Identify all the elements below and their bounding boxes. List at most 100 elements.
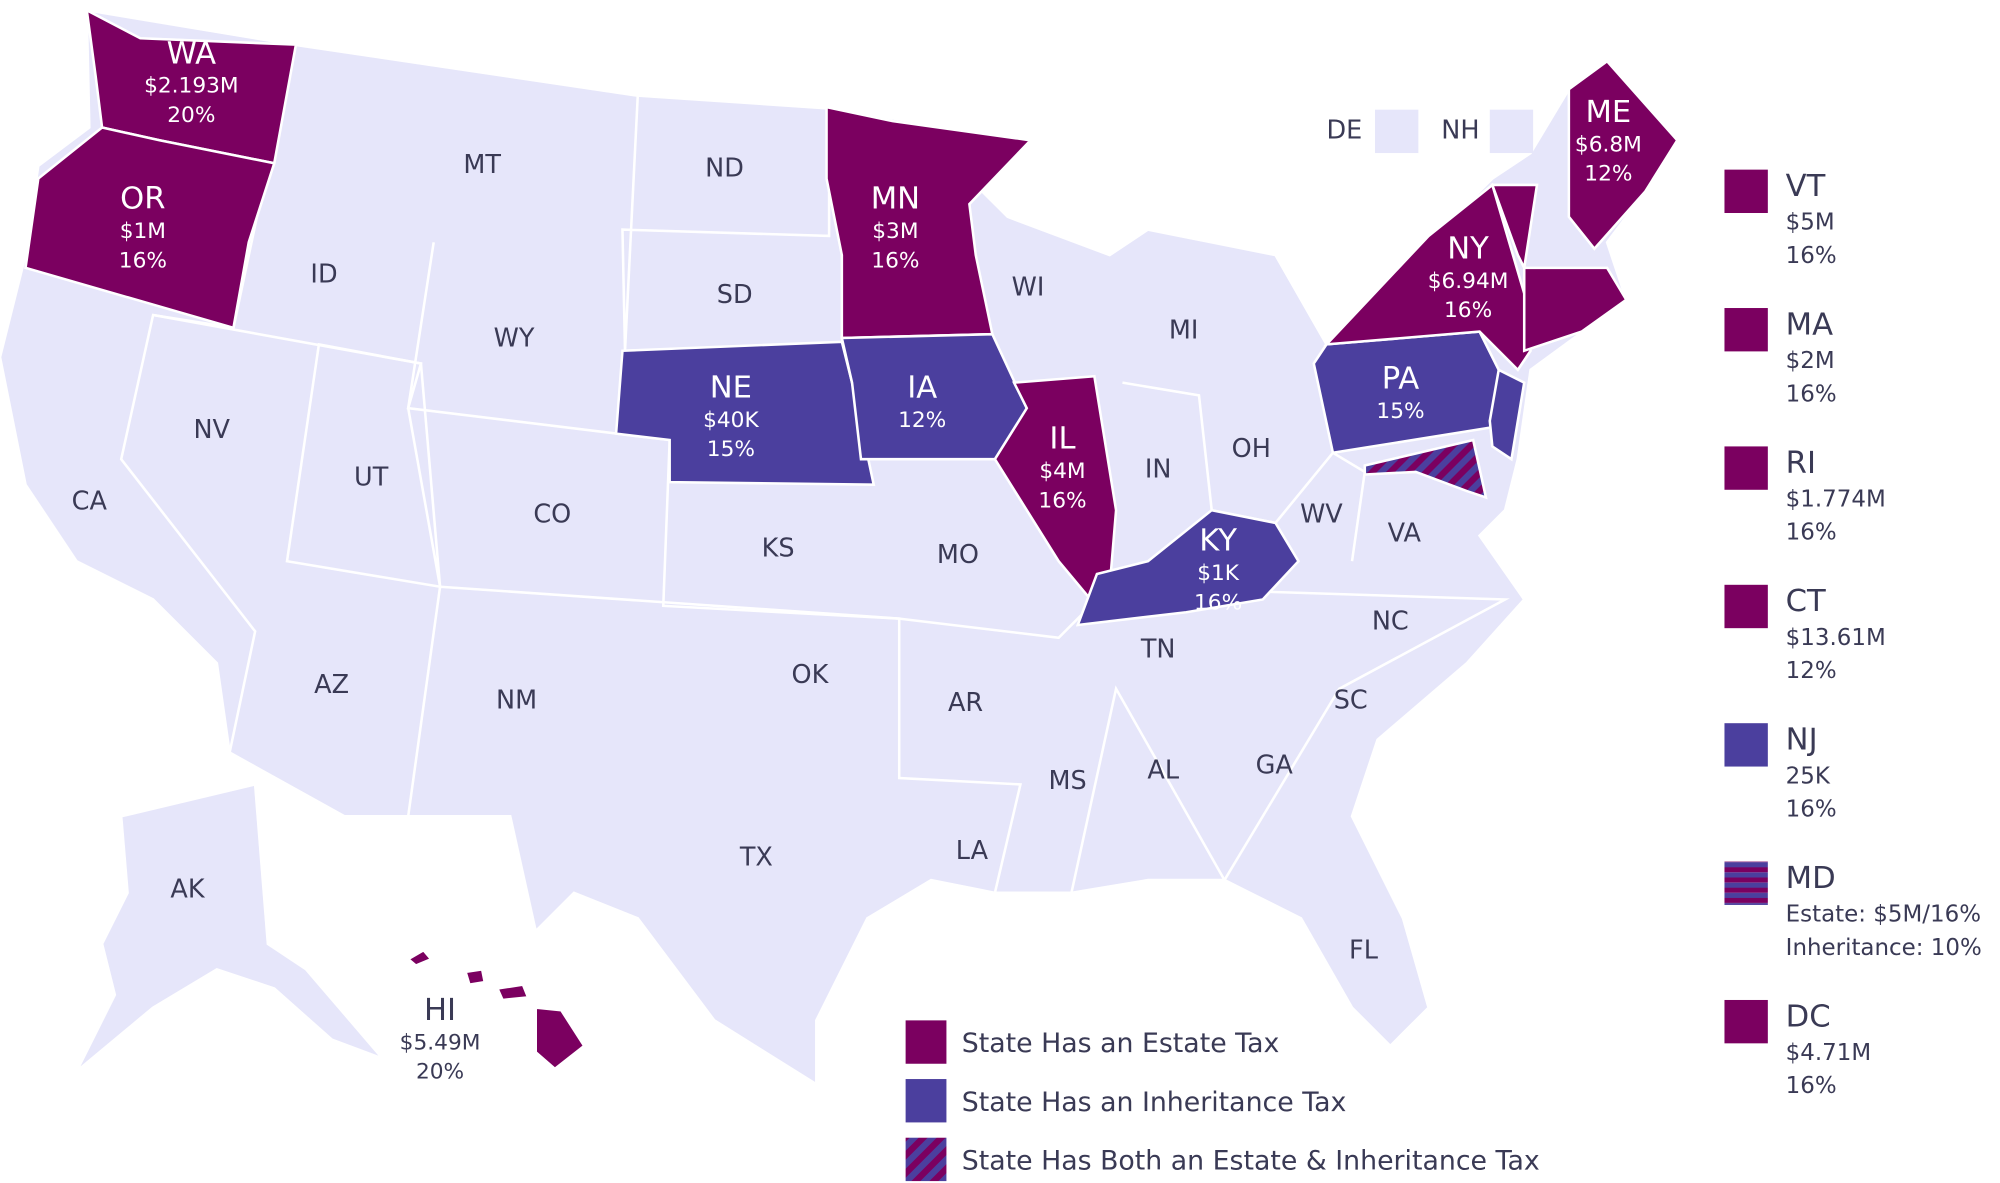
state-abbr: NE <box>710 371 752 406</box>
state-shape <box>534 1006 586 1071</box>
side-detail: $5M <box>1786 210 1835 236</box>
state-abbr: AZ <box>314 670 349 700</box>
side-detail: $2M <box>1786 348 1835 374</box>
state-detail: 15% <box>1376 399 1424 424</box>
state-abbr: IL <box>1049 422 1075 457</box>
land <box>0 8 1679 1087</box>
state-shapes <box>24 7 1679 1071</box>
state-detail: $5.49M <box>400 1030 481 1055</box>
state-abbr: CO <box>533 499 571 529</box>
side-detail: 16% <box>1786 1073 1837 1099</box>
state-shape <box>463 967 487 987</box>
state-abbr: LA <box>956 836 989 866</box>
legend-swatch <box>1724 308 1768 352</box>
state-abbr: AL <box>1147 756 1179 786</box>
state-abbr: OR <box>120 182 165 217</box>
state-shape <box>1488 367 1526 462</box>
state-abbr: MS <box>1048 766 1086 796</box>
state-borders <box>152 313 1022 894</box>
legend-swatch <box>905 1137 947 1182</box>
state-abbr: GA <box>1256 751 1294 781</box>
state-detail: $3M <box>872 219 918 244</box>
state-abbr: NV <box>193 415 230 445</box>
state-labels: MT ND ID SD WY WI MI NV UT CO CA KS MO IN OH WV VA NC TN AZ… <box>72 36 1642 1084</box>
state-detail: 15% <box>707 437 755 462</box>
legend-swatch <box>905 1079 947 1123</box>
state-detail: 12% <box>1584 162 1632 187</box>
state-shape <box>24 126 276 330</box>
state-abbr: FL <box>1349 936 1379 966</box>
state-abbr: IA <box>907 371 937 406</box>
state-abbr: TX <box>739 842 773 872</box>
side-abbr: VT <box>1786 169 1826 204</box>
state-detail: 16% <box>1194 590 1242 615</box>
state-abbr: NM <box>496 686 537 716</box>
state-detail: $4M <box>1039 459 1085 484</box>
state-detail: 16% <box>1444 298 1492 323</box>
state-abbr: SD <box>717 280 753 310</box>
state-detail: 12% <box>898 408 946 433</box>
side-abbr: NJ <box>1786 723 1818 758</box>
state-abbr: KS <box>762 534 795 564</box>
state-abbr: MT <box>463 150 501 180</box>
state-abbr: WI <box>1012 272 1045 302</box>
state-abbr: TN <box>1140 634 1176 664</box>
unshaded-small-states: DE NH <box>1327 109 1534 154</box>
state-shape <box>825 105 1034 340</box>
state-detail: $2.193M <box>144 74 239 99</box>
state-shape <box>1363 438 1488 500</box>
state-abbr: PA <box>1382 362 1420 397</box>
state-borders <box>285 242 442 817</box>
state-shape <box>495 983 530 1002</box>
side-detail: $13.61M <box>1786 625 1886 651</box>
state-shape <box>1567 59 1679 251</box>
legend-swatch <box>1724 169 1768 214</box>
state-abbr: OH <box>1232 434 1271 464</box>
state-abbr: NC <box>1372 606 1409 636</box>
legend-swatch <box>1724 861 1768 905</box>
state-detail: $40K <box>703 408 759 433</box>
state-abbr: AR <box>948 688 983 718</box>
contiguous-us <box>0 8 1679 1087</box>
state-abbr: SC <box>1334 686 1368 716</box>
state-borders <box>439 585 1510 894</box>
side-detail: Estate: $5M/16% <box>1786 902 1981 928</box>
state-abbr: ND <box>705 154 744 184</box>
state-detail: 20% <box>167 103 215 128</box>
state-borders <box>119 44 295 753</box>
state-abbr: NY <box>1447 231 1489 266</box>
state-abbr: HI <box>424 993 456 1028</box>
state-abbr: IN <box>1145 455 1172 485</box>
state-detail: $1M <box>120 219 166 244</box>
state-detail: 20% <box>416 1060 464 1085</box>
state-detail: 16% <box>871 248 919 273</box>
state-shape <box>1522 266 1628 353</box>
legend-label: State Has an Estate Tax <box>962 1028 1280 1059</box>
state-abbr: WA <box>167 36 217 71</box>
state-abbr: UT <box>354 462 389 492</box>
state-detail: $6.94M <box>1428 269 1509 294</box>
legend: State Has an Estate Tax State Has an Inhe… <box>905 1020 1540 1182</box>
state-abbr: MN <box>871 182 920 217</box>
state-detail: 16% <box>1038 488 1086 513</box>
state-abbr: AK <box>170 874 205 904</box>
legend-swatch <box>1724 999 1768 1044</box>
legend-swatch <box>1724 584 1768 629</box>
side-legend: VT $5M 16% MA $2M 16% RI $1.774M 16% CT $13.61M 12%… <box>1724 169 1982 1099</box>
side-detail: Inheritance: 10% <box>1786 935 1982 961</box>
side-detail: 16% <box>1786 520 1837 546</box>
state-detail: $1K <box>1197 561 1240 586</box>
alaska <box>75 782 384 1073</box>
small-state-abbr: NH <box>1441 115 1479 145</box>
state-abbr: MO <box>937 540 979 570</box>
state-abbr: WV <box>1300 499 1343 529</box>
side-abbr: MD <box>1786 861 1836 896</box>
state-abbr: WY <box>494 323 535 353</box>
side-abbr: CT <box>1786 584 1826 619</box>
legend-label: State Has Both an Estate & Inheritance T… <box>962 1145 1540 1176</box>
state-abbr: ME <box>1586 95 1632 130</box>
state-shape <box>1075 508 1301 627</box>
side-detail: 16% <box>1786 243 1837 269</box>
side-detail: 16% <box>1786 796 1837 822</box>
